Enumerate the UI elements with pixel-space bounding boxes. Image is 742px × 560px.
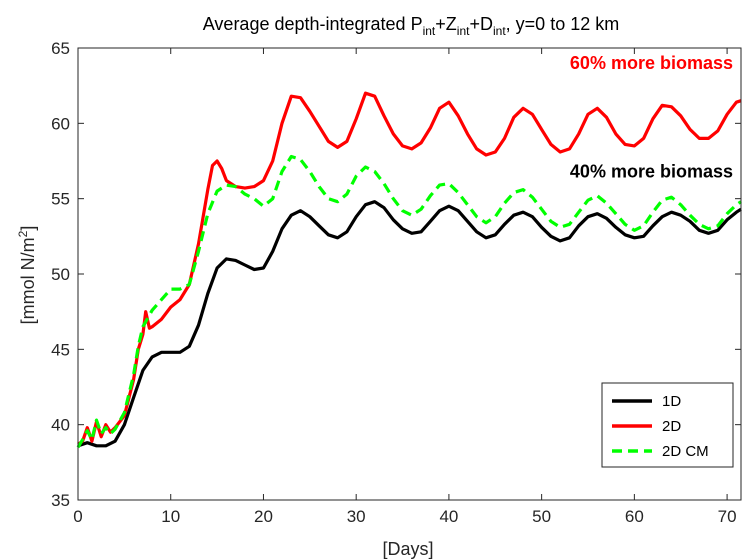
y-axis-label: [mmol N/m2] (16, 226, 38, 325)
legend-label-2d-cm: 2D CM (662, 443, 709, 460)
x-tick-label: 20 (254, 507, 273, 526)
series-line-1d (77, 200, 742, 448)
title-sub-z: int (457, 24, 470, 38)
title-plus-z: +Z (435, 14, 457, 34)
annotation-40-percent: 40% more biomass (570, 162, 733, 182)
chart-title: Average depth-integrated Pint+Zint+Dint,… (203, 14, 619, 38)
legend-label-2d: 2D (662, 418, 681, 435)
x-tick-label: 30 (347, 507, 366, 526)
x-axis-label: [Days] (382, 539, 433, 559)
legend: 1D 2D 2D CM (601, 382, 734, 468)
x-tick-label: 70 (718, 507, 737, 526)
series-line-2d-cm (76, 154, 742, 449)
y-tick-label: 45 (51, 340, 70, 359)
y-tick-label: 65 (51, 39, 70, 58)
title-sub-d: int (493, 24, 506, 38)
x-tick-label: 0 (73, 507, 82, 526)
title-prefix: Average depth-integrated P (203, 14, 423, 34)
y-label-sup: 2 (16, 230, 30, 237)
x-tick-label: 60 (625, 507, 644, 526)
y-tick-label: 60 (51, 114, 70, 133)
y-tick-label: 35 (51, 491, 70, 510)
y-tick-label: 40 (51, 416, 70, 435)
title-suffix: , y=0 to 12 km (506, 14, 620, 34)
legend-label-1d: 1D (662, 393, 681, 410)
y-tick-label: 50 (51, 265, 70, 284)
x-tick-label: 40 (439, 507, 458, 526)
annotation-60-percent: 60% more biomass (570, 53, 733, 73)
x-tick-label: 10 (161, 507, 180, 526)
axes-layer (77, 47, 742, 501)
series-layer (76, 91, 742, 449)
y-label-main: [mmol N/m (18, 237, 38, 324)
title-plus-d: +D (469, 14, 493, 34)
y-label-close: ] (18, 226, 38, 231)
x-tick-label: 50 (532, 507, 551, 526)
title-sub-p: int (423, 24, 436, 38)
y-tick-label: 55 (51, 190, 70, 209)
tick-labels: 0 10 20 30 40 50 60 70 35 40 45 50 55 60 65 (51, 39, 736, 526)
